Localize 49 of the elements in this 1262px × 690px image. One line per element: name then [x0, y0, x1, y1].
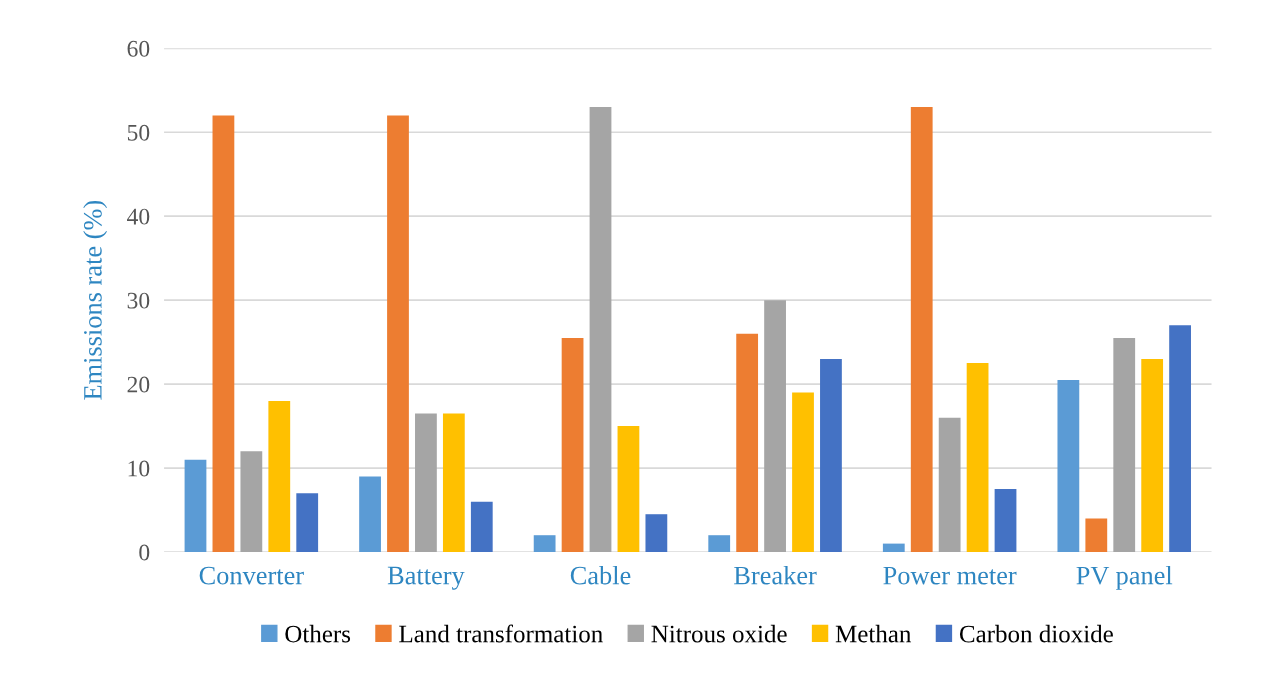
bar — [415, 413, 437, 552]
x-tick-label: Converter — [199, 566, 304, 585]
bar — [359, 476, 381, 552]
bar — [736, 333, 759, 552]
bar — [938, 417, 961, 552]
bar — [764, 300, 786, 552]
bar — [212, 115, 235, 552]
bar — [561, 337, 584, 552]
bar — [184, 459, 207, 552]
bar — [1141, 358, 1164, 552]
bar — [910, 107, 933, 552]
x-tick-label: Cable — [570, 565, 631, 585]
bar — [792, 392, 814, 552]
bar — [589, 107, 612, 552]
bar — [1085, 518, 1108, 552]
bar — [296, 493, 319, 552]
y-axis-title: Emissions rate (%) — [83, 200, 108, 400]
bar — [442, 413, 465, 552]
x-tick-label: Power meter — [883, 566, 1017, 585]
legend-label: Methan — [835, 624, 912, 643]
bar — [240, 451, 263, 552]
bar — [708, 535, 731, 552]
bar — [820, 358, 842, 552]
bar — [533, 535, 556, 552]
bar — [645, 514, 668, 552]
bar — [882, 543, 905, 552]
bar — [966, 363, 989, 552]
bar — [1113, 337, 1136, 552]
bar — [1169, 325, 1191, 552]
legend-label: Land transformation — [399, 624, 603, 643]
x-tick-label: PV panel — [1076, 565, 1173, 590]
x-tick-label: Battery — [387, 566, 465, 590]
legend-label: Others — [285, 624, 351, 643]
y-tick-label: 50 — [127, 124, 150, 141]
y-tick-label: 60 — [127, 40, 150, 57]
bar — [387, 115, 409, 552]
y-tick-label: 40 — [127, 208, 150, 225]
y-tick-label: 10 — [128, 460, 150, 477]
bar — [994, 489, 1017, 552]
legend-label: Carbon dioxide — [959, 624, 1113, 643]
bar — [617, 426, 640, 552]
bar — [1057, 379, 1080, 552]
y-tick-label: 20 — [127, 376, 150, 393]
y-tick-label: 30 — [127, 292, 150, 309]
bar — [268, 400, 291, 552]
x-tick-label: Breaker — [734, 565, 817, 585]
legend-label: Nitrous oxide — [651, 624, 787, 643]
bar — [470, 501, 493, 552]
y-tick-label: 0 — [139, 544, 150, 561]
